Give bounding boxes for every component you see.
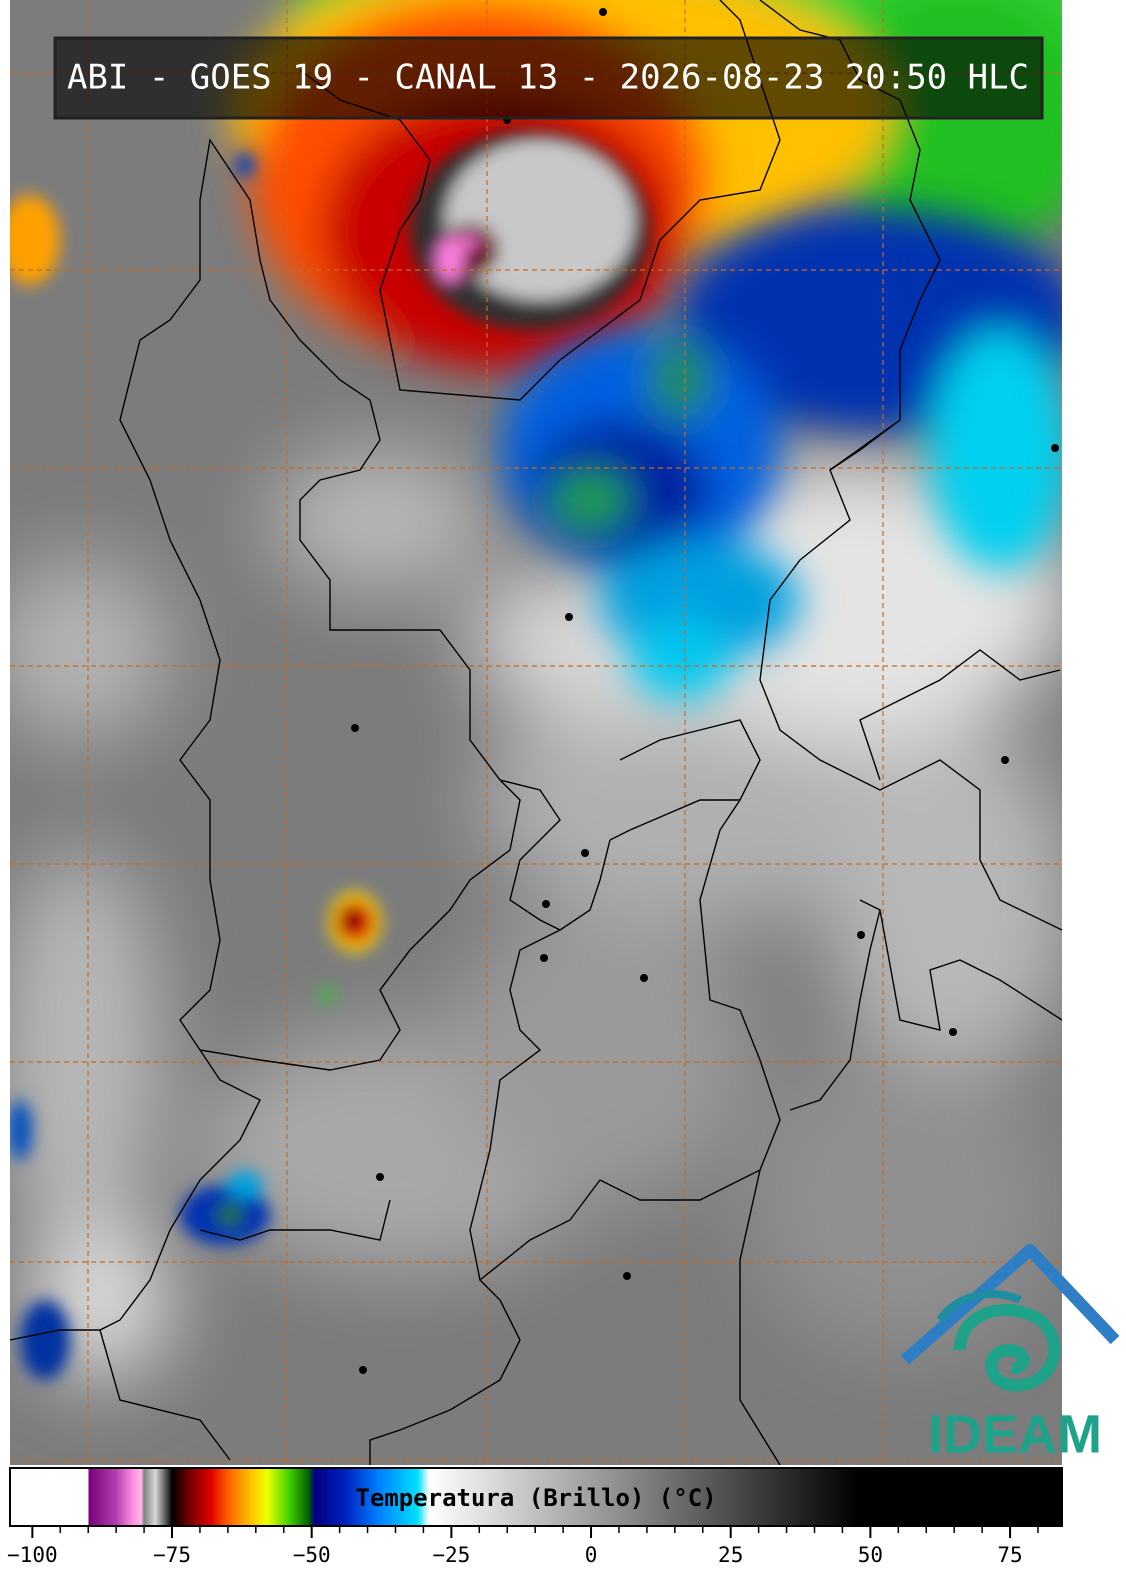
logo: IDEAM	[901, 1244, 1120, 1464]
boundaries	[10, 0, 1062, 1465]
tick-label: −25	[432, 1543, 470, 1567]
title-box	[53, 36, 1044, 120]
tick-label: −75	[153, 1543, 191, 1567]
logo-text: IDEAM	[928, 1404, 1102, 1464]
colorbar-axis: −100 −75 −50 −25 0 25 50 75	[7, 1526, 1039, 1567]
tick-label: 75	[997, 1543, 1022, 1567]
colorbar-label: Temperatura (Brillo) (°C)	[355, 1484, 716, 1512]
tick-label: −50	[293, 1543, 331, 1567]
tick-label: 0	[585, 1543, 598, 1567]
colorbar	[9, 1467, 1063, 1527]
tick-label: 25	[718, 1543, 743, 1567]
tick-label: −100	[7, 1543, 58, 1567]
map-title: ABI - GOES 19 - CANAL 13 - 2026-08-23 20…	[67, 58, 1029, 98]
satellite-image	[10, 0, 1062, 1465]
tick-label: 50	[858, 1543, 883, 1567]
